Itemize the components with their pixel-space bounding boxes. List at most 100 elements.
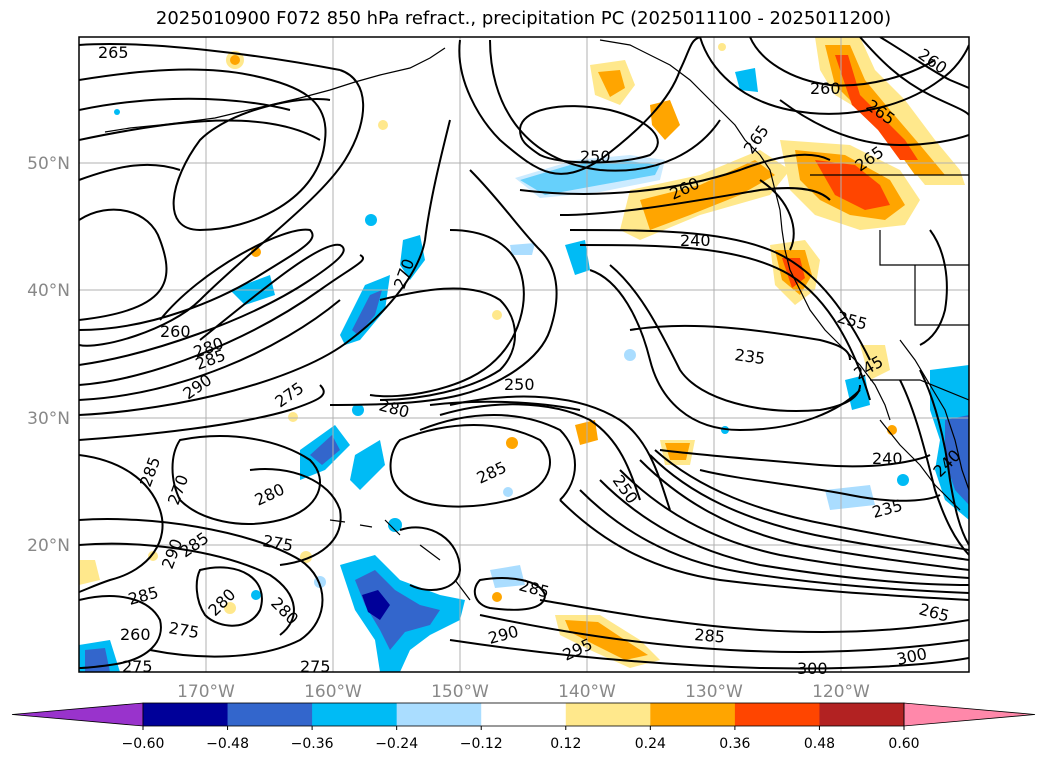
contour-line <box>489 39 721 172</box>
contour-line <box>79 228 314 331</box>
precip-spot-11 <box>718 43 726 51</box>
contour-line <box>79 542 295 636</box>
contour-line <box>399 526 462 591</box>
contour-line <box>429 400 581 411</box>
contour-line <box>79 595 162 669</box>
contour-line <box>79 384 325 441</box>
contour-line <box>439 403 641 501</box>
precip-area-nw-coast-peak <box>835 55 918 160</box>
lat-label-20n: 20°N <box>27 536 70 556</box>
contour-label: 260 <box>810 79 841 98</box>
colorbar-frame <box>142 702 905 727</box>
colorbar-extend-low <box>11 702 144 727</box>
colorbar-segment <box>143 703 229 726</box>
contour-line <box>659 449 931 468</box>
contour-line <box>473 577 547 611</box>
contour-line <box>559 187 831 216</box>
colorbar-tick-label: 0.36 <box>719 736 750 752</box>
contour-label: 300 <box>797 659 828 678</box>
contour-line <box>749 37 936 87</box>
contour-line <box>639 459 969 571</box>
contour-line <box>559 499 969 601</box>
latitude-labels: 50°N 40°N 30°N 20°N <box>27 154 70 556</box>
contour-line <box>609 264 861 412</box>
colorbar-tick-label: −0.24 <box>375 736 418 752</box>
coastline-alaska <box>599 39 891 421</box>
colorbar-segment <box>481 703 567 726</box>
contour-line <box>699 469 941 502</box>
coastline-mexico <box>899 339 969 491</box>
lat-label-50n: 50°N <box>27 154 70 174</box>
contour-line <box>79 254 365 386</box>
colorbar-tick-label: 0.48 <box>804 736 835 752</box>
contour-line <box>479 614 969 653</box>
contour-line <box>79 518 324 658</box>
contour-line <box>79 68 331 232</box>
contour-line <box>879 37 969 89</box>
colorbar-tick-label: −0.48 <box>206 736 249 752</box>
precip-neg-spot-7 <box>503 487 513 497</box>
colorbar-segment <box>819 703 905 726</box>
contour-label: 235 <box>733 345 766 368</box>
contour-line <box>79 69 365 347</box>
colorbar-tick-label: −0.36 <box>291 736 334 752</box>
contour-label: 265 <box>98 43 129 62</box>
precip-area-gulf-alaska-core <box>598 70 625 97</box>
lon-label-140w: 140°W <box>558 682 616 702</box>
contour-line <box>419 414 576 501</box>
map-frame <box>78 36 970 673</box>
colorbar-tick-label: 0.24 <box>635 736 666 752</box>
precip-neg-spot-8 <box>352 404 364 416</box>
contour-line <box>899 379 969 556</box>
colorbar-tick-label: 0.12 <box>550 736 581 752</box>
precip-area-west-edge <box>79 560 100 585</box>
precip-area-neg-alaska <box>735 68 758 92</box>
precip-neg-spot-10 <box>114 109 120 115</box>
precip-area-offshore-core <box>640 160 775 230</box>
lat-label-40n: 40°N <box>27 281 70 301</box>
contour-line <box>518 105 659 164</box>
contour-line <box>79 243 345 366</box>
colorbar-tick-label: 0.60 <box>888 736 919 752</box>
precip-neg-spot-9 <box>624 349 636 361</box>
contour-line <box>79 163 181 181</box>
precip-spot-10 <box>148 551 158 561</box>
precip-area-neg-120w <box>825 485 875 510</box>
lon-label-170w: 170°W <box>177 682 235 702</box>
contour-line <box>779 99 969 147</box>
precip-area-mid-pacific <box>650 100 680 140</box>
contour-line <box>449 639 969 670</box>
contour-line <box>79 454 164 593</box>
contour-line <box>579 244 871 401</box>
contour-line <box>654 449 969 551</box>
colorbar-extend-high <box>903 702 1036 727</box>
contour-label: 240 <box>680 231 711 250</box>
precip-neg-spot-6 <box>897 474 909 486</box>
precip-area-neg-mexico-core <box>945 415 969 505</box>
colorbar-segment <box>227 703 313 726</box>
contour-line <box>249 468 342 566</box>
precip-spot-8 <box>492 592 502 602</box>
precip-spot-6 <box>224 602 236 614</box>
contour-line <box>79 119 321 141</box>
contour-line <box>79 43 341 71</box>
contour-line <box>579 489 969 594</box>
contour-label: 250 <box>504 375 535 394</box>
precip-spot-9 <box>492 310 502 320</box>
precip-area-neg-150w <box>510 243 535 255</box>
colorbar-segment <box>734 703 820 726</box>
precip-area-neg-gulf-edge <box>515 155 665 198</box>
precip-spot-2 <box>378 120 388 130</box>
precip-spot-3 <box>251 247 261 257</box>
precip-area-neg-hawaii-peak <box>362 590 390 620</box>
coastline-aleutians <box>104 47 446 133</box>
contour-line <box>519 153 831 195</box>
lon-label-160w: 160°W <box>304 682 362 702</box>
contour-label: 260 <box>160 322 191 341</box>
contour-label: 260 <box>120 625 151 644</box>
contour-line <box>859 37 969 116</box>
border-us-mexico <box>870 379 969 401</box>
contour-line <box>919 369 969 546</box>
contour-line <box>649 454 969 561</box>
